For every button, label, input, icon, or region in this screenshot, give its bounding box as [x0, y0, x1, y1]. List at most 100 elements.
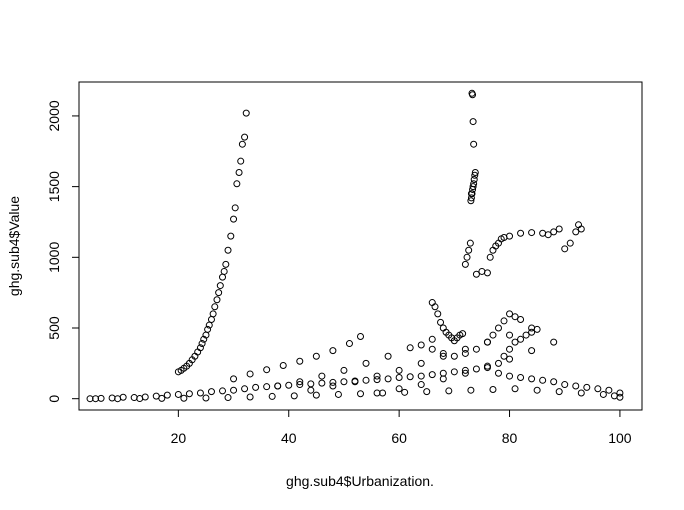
- data-point: [263, 383, 271, 391]
- data-point: [511, 313, 519, 321]
- data-point: [204, 325, 212, 333]
- data-point: [174, 390, 182, 398]
- data-point: [610, 392, 618, 400]
- data-point: [241, 133, 249, 141]
- data-point: [506, 331, 514, 339]
- data-point: [583, 383, 591, 391]
- data-point: [268, 392, 276, 400]
- data-point: [198, 340, 206, 348]
- data-point: [180, 394, 188, 402]
- data-point: [136, 395, 144, 403]
- y-axis-title: ghg.sub4$Value: [6, 196, 22, 296]
- x-tick-label: 60: [391, 430, 407, 446]
- data-point: [461, 366, 469, 374]
- point-cluster: [174, 109, 250, 376]
- data-point: [357, 390, 364, 398]
- data-point: [506, 232, 514, 240]
- data-point: [379, 389, 387, 397]
- data-point: [357, 332, 364, 340]
- data-point: [450, 352, 458, 360]
- data-point: [445, 387, 453, 395]
- data-point: [500, 352, 508, 360]
- data-point: [483, 364, 491, 372]
- data-point: [296, 381, 304, 389]
- data-point: [431, 303, 439, 311]
- data-point: [158, 394, 166, 402]
- data-point: [489, 386, 497, 393]
- data-point: [616, 389, 624, 397]
- data-point: [566, 239, 574, 247]
- data-point: [506, 355, 514, 363]
- data-point: [533, 325, 541, 333]
- data-point: [461, 349, 469, 357]
- data-point: [461, 260, 469, 268]
- data-point: [466, 239, 474, 247]
- data-point: [395, 366, 403, 374]
- data-point: [577, 225, 585, 233]
- data-point: [528, 347, 536, 355]
- data-point: [439, 352, 447, 360]
- data-point: [200, 335, 208, 343]
- x-tick-label: 40: [281, 430, 297, 446]
- data-point: [329, 378, 337, 386]
- data-point: [517, 316, 525, 324]
- data-point: [463, 253, 471, 261]
- data-point: [296, 357, 304, 365]
- data-point: [224, 394, 232, 402]
- data-point: [345, 340, 353, 348]
- data-point: [406, 344, 414, 352]
- point-cluster: [86, 364, 624, 403]
- data-point: [220, 267, 228, 275]
- x-tick-label: 100: [608, 430, 632, 446]
- point-cluster: [417, 310, 541, 367]
- data-point: [296, 378, 304, 386]
- data-point: [544, 231, 552, 239]
- data-point: [230, 375, 238, 383]
- y-tick-label: 2000: [46, 100, 62, 131]
- data-point: [517, 335, 525, 343]
- data-point: [307, 380, 315, 388]
- data-point: [486, 253, 494, 261]
- data-point: [472, 365, 480, 373]
- data-point: [279, 361, 287, 369]
- data-point: [196, 389, 204, 397]
- data-point: [114, 395, 122, 403]
- data-point: [439, 369, 447, 377]
- data-point: [373, 376, 381, 384]
- data-point: [506, 345, 514, 353]
- data-point: [555, 388, 563, 396]
- data-point: [215, 289, 223, 297]
- data-point: [500, 317, 508, 325]
- data-point: [489, 331, 497, 339]
- data-point: [494, 369, 502, 377]
- data-point: [506, 310, 514, 318]
- data-point: [461, 369, 469, 377]
- data-point: [334, 390, 342, 398]
- data-point: [246, 393, 254, 401]
- data-point: [263, 366, 271, 374]
- data-point: [351, 377, 359, 385]
- plot-border: [78, 81, 643, 411]
- data-point: [209, 310, 217, 318]
- data-point: [307, 386, 315, 394]
- data-point: [483, 269, 491, 277]
- data-point: [470, 176, 478, 184]
- data-point: [428, 345, 436, 353]
- data-point: [561, 245, 569, 253]
- data-point: [163, 391, 171, 399]
- data-point: [290, 392, 298, 400]
- data-point: [227, 232, 235, 240]
- data-point: [594, 385, 602, 393]
- data-point: [224, 246, 232, 254]
- data-point: [423, 388, 431, 396]
- data-point: [222, 260, 230, 268]
- data-point: [517, 373, 525, 381]
- data-point: [237, 157, 245, 165]
- data-point: [211, 303, 219, 311]
- data-point: [329, 382, 337, 390]
- data-point: [550, 228, 558, 236]
- data-point: [417, 359, 425, 367]
- data-point: [196, 344, 204, 352]
- data-point: [550, 378, 558, 386]
